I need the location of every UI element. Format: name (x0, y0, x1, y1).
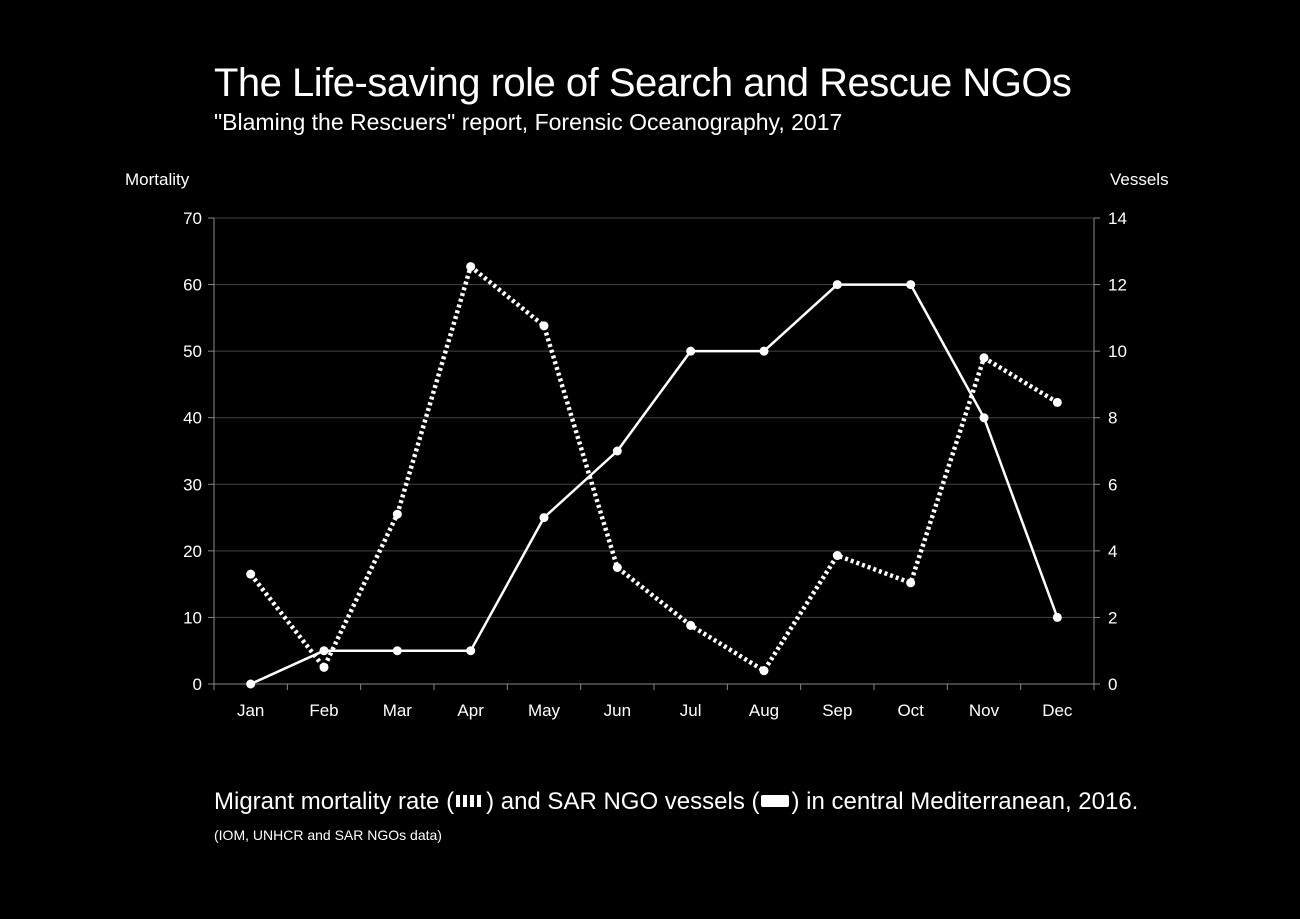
y-left-tick-label: 20 (183, 542, 202, 561)
y-right-tick-label: 2 (1108, 608, 1117, 627)
y-right-tick-label: 10 (1108, 342, 1127, 361)
ngo-vessels-point (319, 646, 329, 656)
y-right-tick-label: 4 (1108, 542, 1117, 561)
tick-labels: 0 10 20 30 40 50 60 70 0 2 4 6 8 10 12 14 Jan Feb Mar Apr Ma… (183, 209, 1127, 720)
y-axis-left-title: Mortality (125, 170, 190, 189)
y-right-tick-label: 8 (1108, 409, 1117, 428)
y-left-tick-label: 30 (183, 475, 202, 494)
mortality-rate-point (686, 620, 696, 630)
mortality-rate-point (539, 321, 549, 331)
x-tick-label: Sep (822, 701, 852, 720)
y-right-tick-label: 12 (1108, 276, 1127, 295)
caption-text-2: ) and SAR NGO vessels ( (486, 788, 760, 815)
mortality-rate-point (612, 563, 622, 572)
data-source-note: (IOM, UNHCR and SAR NGOs data) (214, 827, 442, 843)
x-tick-label: Feb (309, 701, 338, 720)
dotted-line-legend-swatch (456, 794, 485, 807)
mortality-rate-point (979, 353, 989, 363)
x-tick-label: Jun (604, 701, 631, 720)
y-left-tick-label: 60 (183, 276, 202, 295)
mortality-rate-point (392, 509, 402, 519)
data-series (246, 262, 1062, 689)
ngo-vessels-point (759, 346, 769, 356)
x-tick-label: Jan (237, 701, 264, 720)
chart-title: The Life-saving role of Search and Rescu… (214, 61, 1072, 105)
x-tick-label: Dec (1042, 701, 1073, 720)
y-right-tick-label: 0 (1108, 675, 1117, 694)
mortality-rate-point (1052, 397, 1062, 407)
mortality-rate-point (246, 569, 256, 579)
ngo-vessels-point (246, 679, 256, 689)
solid-line-legend-swatch (761, 794, 790, 807)
chart-subtitle: "Blaming the Rescuers" report, Forensic … (214, 109, 843, 135)
mortality-rate-point (466, 262, 476, 272)
ngo-vessels-point (612, 446, 622, 456)
y-left-tick-label: 50 (183, 342, 202, 361)
caption-text-1: Migrant mortality rate ( (214, 788, 455, 815)
x-tick-label: Oct (897, 701, 924, 720)
caption-text-3: ) in central Mediterranean, 2016. (791, 788, 1139, 815)
ngo-vessels-line (250, 283, 1059, 686)
x-tick-label: Mar (383, 701, 413, 720)
y-left-tick-label: 10 (183, 608, 202, 627)
chart-axes (208, 217, 1100, 690)
ngo-vessels-point (1052, 612, 1062, 622)
mortality-rate-line (248, 264, 1059, 673)
x-tick-label: Nov (969, 701, 1000, 720)
mortality-rate-point (759, 666, 769, 676)
ngo-vessels-point (979, 413, 989, 423)
x-tick-label: Jul (680, 701, 702, 720)
x-tick-label: Aug (749, 701, 779, 720)
y-left-tick-label: 70 (183, 209, 202, 228)
gridlines (214, 217, 1094, 618)
ngo-vessels-point (906, 280, 916, 290)
y-axis-right-title: Vessels (1110, 170, 1169, 189)
chart-caption: Migrant mortality rate ( ) and SAR NGO ve… (214, 787, 1138, 817)
y-right-tick-label: 14 (1108, 209, 1127, 228)
ngo-vessels-point (686, 346, 696, 356)
x-tick-label: May (528, 701, 561, 720)
y-left-tick-label: 0 (193, 675, 202, 694)
mortality-rate-point (832, 551, 842, 561)
y-left-tick-label: 40 (183, 409, 202, 428)
y-right-tick-label: 6 (1108, 475, 1117, 494)
mortality-rate-point (906, 578, 916, 588)
ngo-vessels-point (832, 280, 842, 290)
ngo-vessels-point (392, 646, 402, 656)
ngo-vessels-point (466, 646, 476, 656)
ngo-vessels-point (539, 513, 549, 523)
mortality-rate-point (319, 662, 329, 672)
x-tick-label: Apr (457, 701, 484, 720)
